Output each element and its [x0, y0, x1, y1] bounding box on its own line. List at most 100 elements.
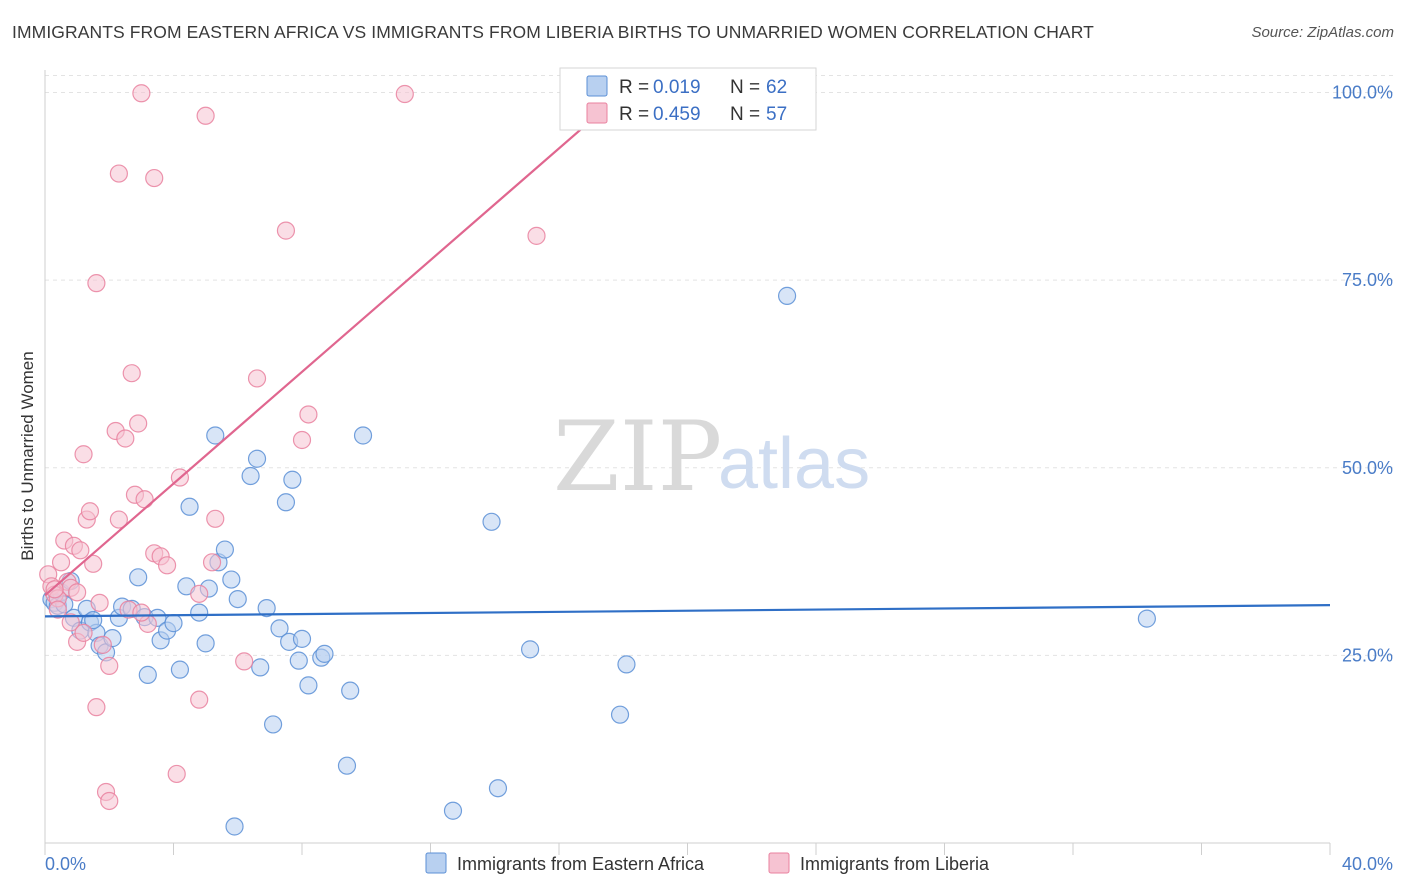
eastern-africa-point [341, 681, 360, 700]
eastern-africa-point [251, 658, 270, 677]
liberia-point [93, 635, 112, 654]
liberia-trend-line [44, 91, 624, 597]
eastern-africa-point [283, 470, 302, 489]
liberia-point [61, 613, 80, 632]
eastern-africa-point [292, 629, 312, 648]
liberia-point [116, 429, 135, 448]
y-tick-label: 50.0% [1342, 458, 1393, 478]
liberia-point [109, 164, 128, 183]
eastern-africa-point [170, 660, 190, 679]
liberia-point [122, 364, 141, 383]
legend-r-value-0: 0.019 [653, 77, 701, 98]
eastern-africa-point [337, 756, 357, 775]
x-tick-label-max: 40.0% [1342, 854, 1393, 874]
eastern-africa-point [443, 801, 463, 820]
stats-legend: R = 0.019 N = 62 R = 0.459 N = 57 [559, 67, 817, 131]
liberia-point [87, 274, 106, 293]
liberia-point [71, 541, 90, 560]
trend-lines [44, 91, 1331, 618]
liberia-point [190, 584, 209, 603]
liberia-point [132, 603, 151, 622]
legend-swatch-liberia [586, 102, 608, 124]
liberia-point [135, 490, 154, 509]
eastern-africa-point [482, 512, 501, 531]
eastern-africa-point [289, 651, 308, 670]
liberia-point [157, 556, 177, 575]
eastern-africa-point [488, 779, 508, 798]
legend-n-value-0: 62 [766, 77, 787, 98]
eastern-africa-point [270, 619, 289, 638]
liberia-point [129, 414, 148, 433]
eastern-africa-point [138, 665, 157, 684]
watermark: ZIP atlas [553, 401, 870, 513]
eastern-africa-point [222, 570, 241, 589]
y-axis-label: Births to Unmarried Women [18, 351, 37, 560]
x-tick-label-min: 0.0% [45, 854, 86, 874]
grid-lines [45, 75, 1393, 656]
y-tick-label: 75.0% [1342, 270, 1393, 290]
bottom-legend-swatch-eastern-africa [425, 852, 447, 874]
legend-n-value-1: 57 [766, 104, 787, 125]
eastern-africa-point [610, 705, 630, 724]
legend-r-label-1: R = [619, 104, 649, 125]
liberia-point [299, 405, 318, 424]
eastern-africa-point [164, 614, 183, 633]
eastern-africa-point [777, 286, 797, 305]
y-tick-label: 100.0% [1332, 83, 1393, 103]
eastern-africa-point [247, 449, 267, 468]
liberia-point [196, 106, 215, 125]
legend-r-value-1: 0.459 [653, 104, 701, 125]
bottom-legend-swatch-liberia [768, 852, 790, 874]
liberia-point [190, 690, 209, 709]
series-liberia-points [39, 84, 546, 811]
liberia-point [132, 84, 151, 103]
chart-title: IMMIGRANTS FROM EASTERN AFRICA VS IMMIGR… [12, 22, 1094, 42]
liberia-point [206, 509, 225, 528]
liberia-point [167, 764, 186, 784]
eastern-africa-point [228, 589, 247, 609]
liberia-point [90, 593, 109, 612]
liberia-point [48, 600, 67, 619]
eastern-africa-point [617, 655, 636, 674]
bottom-legend-label-eastern-africa: Immigrants from Eastern Africa [457, 854, 705, 874]
eastern-africa-point [276, 493, 296, 512]
liberia-point [145, 168, 164, 188]
liberia-point [527, 226, 546, 245]
liberia-point [235, 652, 254, 671]
eastern-africa-point [129, 568, 148, 587]
x-tick-marks [44, 843, 1331, 855]
liberia-point [74, 445, 93, 464]
eastern-africa-point [520, 640, 540, 659]
eastern-africa-point [299, 676, 318, 695]
watermark-zip: ZIP [553, 401, 722, 513]
liberia-point [74, 623, 93, 642]
eastern-africa-point [257, 598, 276, 618]
liberia-point [45, 580, 64, 599]
eastern-africa-point [1137, 609, 1156, 628]
liberia-point [292, 430, 312, 450]
eastern-africa-point [225, 817, 244, 836]
eastern-africa-point [196, 634, 215, 653]
eastern-africa-point [315, 644, 334, 663]
liberia-point [84, 554, 103, 573]
watermark-atlas: atlas [718, 424, 870, 504]
liberia-point [100, 656, 119, 675]
eastern-africa-trend-line [44, 603, 1331, 618]
legend-swatch-eastern-africa [586, 75, 608, 97]
eastern-africa-point [241, 466, 260, 486]
liberia-point [68, 583, 87, 602]
liberia-point [100, 791, 119, 811]
y-tick-label: 25.0% [1342, 645, 1393, 665]
liberia-point [202, 553, 222, 572]
liberia-point [87, 698, 106, 717]
legend-n-label-1: N = [730, 104, 760, 125]
series-legend: Immigrants from Eastern Africa Immigrant… [425, 852, 990, 874]
y-tick-labels: 25.0% 50.0% 75.0% 100.0% [1332, 83, 1393, 666]
eastern-africa-point [263, 715, 283, 734]
liberia-point [51, 553, 71, 572]
legend-r-label-0: R = [619, 77, 649, 98]
liberia-point [80, 502, 100, 521]
liberia-point [247, 369, 267, 388]
eastern-africa-point [353, 426, 373, 445]
